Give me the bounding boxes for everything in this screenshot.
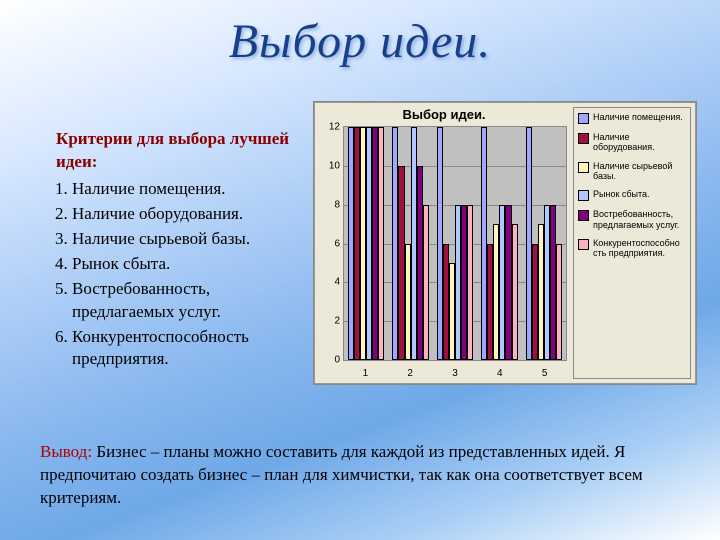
legend-label: Наличие оборудования. — [593, 132, 686, 153]
criteria-item: Наличие оборудования. — [72, 203, 294, 226]
criteria-heading: Критерии для выбора лучшей идеи: — [56, 128, 294, 174]
legend-item: Наличие помещения. — [578, 112, 686, 124]
legend-swatch — [578, 133, 589, 144]
criteria-item: Наличие помещения. — [72, 178, 294, 201]
legend-item: Востребованность, предлагаемых услуг. — [578, 209, 686, 230]
legend-item: Наличие сырьевой базы. — [578, 161, 686, 182]
chart-ytick: 8 — [320, 199, 340, 210]
chart-plot-area: 024681012 — [343, 126, 567, 361]
chart-bar — [467, 205, 473, 360]
legend-swatch — [578, 239, 589, 250]
legend-item: Конкурентоспособно сть предприятия. — [578, 238, 686, 259]
chart-ytick: 4 — [320, 277, 340, 288]
chart-title: Выбор идеи. — [315, 103, 573, 126]
chart-bar — [556, 244, 562, 361]
chart-ytick: 6 — [320, 238, 340, 249]
legend-swatch — [578, 162, 589, 173]
chart-bar — [512, 224, 518, 360]
legend-swatch — [578, 190, 589, 201]
legend-item: Наличие оборудования. — [578, 132, 686, 153]
chart-ytick: 10 — [320, 160, 340, 171]
chart-xtick: 1 — [363, 368, 369, 379]
chart-xtick: 3 — [452, 368, 458, 379]
chart-main: Выбор идеи. 024681012 12345 — [315, 103, 573, 383]
criteria-block: Критерии для выбора лучшей идеи: Наличие… — [34, 128, 294, 373]
criteria-list: Наличие помещения. Наличие оборудования.… — [34, 178, 294, 372]
legend-label: Востребованность, предлагаемых услуг. — [593, 209, 686, 230]
conclusion-lead: Вывод: — [40, 442, 92, 461]
criteria-item: Востребованность, предлагаемых услуг. — [72, 278, 294, 324]
chart-bar — [378, 127, 384, 360]
legend-swatch — [578, 210, 589, 221]
chart-xtick: 5 — [542, 368, 548, 379]
legend-label: Рынок сбыта. — [593, 189, 650, 199]
criteria-item: Рынок сбыта. — [72, 253, 294, 276]
legend-item: Рынок сбыта. — [578, 189, 686, 201]
chart-ytick: 12 — [320, 122, 340, 133]
chart-xtick: 4 — [497, 368, 503, 379]
criteria-item: Наличие сырьевой базы. — [72, 228, 294, 251]
chart-xtick: 2 — [407, 368, 413, 379]
legend-label: Наличие сырьевой базы. — [593, 161, 686, 182]
legend-label: Наличие помещения. — [593, 112, 683, 122]
page-title: Выбор идеи. — [0, 14, 720, 69]
chart-ytick: 0 — [320, 355, 340, 366]
legend-swatch — [578, 113, 589, 124]
chart-ytick: 2 — [320, 316, 340, 327]
chart-legend: Наличие помещения. Наличие оборудования. Н… — [573, 107, 691, 379]
criteria-item: Конкурентоспособность предприятия. — [72, 326, 294, 372]
chart-bar — [423, 205, 429, 360]
conclusion-body: Бизнес – планы можно составить для каждо… — [40, 442, 643, 507]
chart-plot-holder: 024681012 1 2 3 4 5 — [343, 126, 567, 379]
conclusion-block: Вывод: Бизнес – планы можно составить дл… — [40, 441, 660, 510]
chart-container: Выбор идеи. 024681012 12345 Наличие поме… — [314, 102, 696, 384]
legend-label: Конкурентоспособно сть предприятия. — [593, 238, 686, 259]
